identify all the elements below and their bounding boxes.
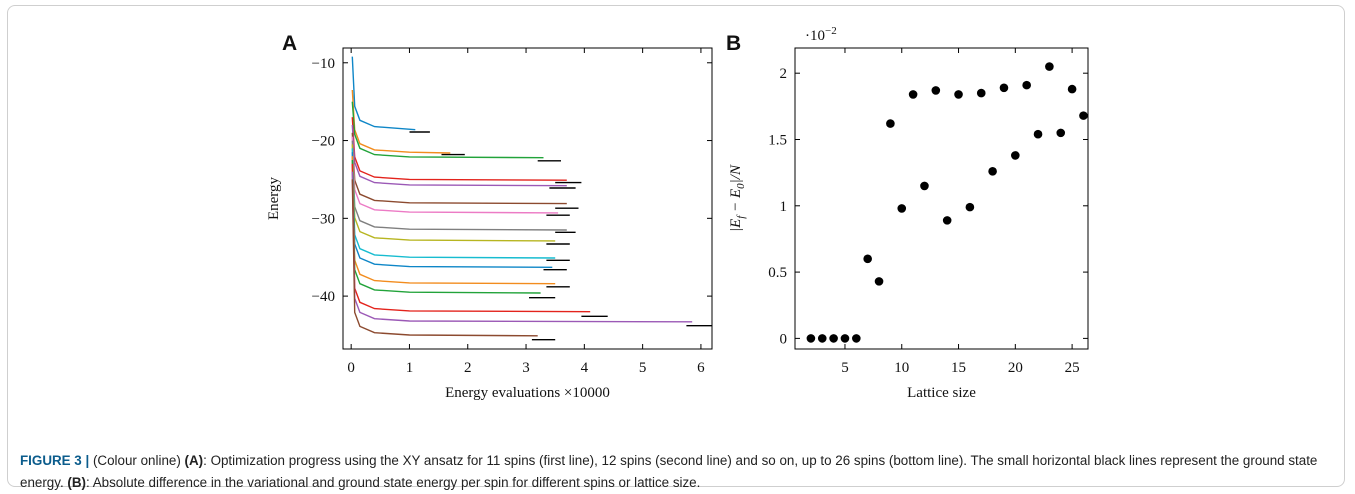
point	[1033, 129, 1043, 139]
y-axis-label-part: 0	[735, 183, 747, 189]
y-tick-label: 1.5	[768, 132, 787, 148]
point	[806, 334, 816, 343]
series-line	[351, 56, 416, 131]
y-axis-label: |Ef − E0|/N	[728, 164, 747, 232]
y-tick-label: −40	[312, 289, 335, 305]
point	[863, 254, 872, 264]
panel-label: B	[726, 32, 741, 55]
y-multiplier-exponent: −2	[825, 25, 837, 37]
point	[897, 204, 907, 213]
series-line	[351, 101, 544, 159]
series-line	[351, 171, 693, 323]
point	[954, 90, 963, 99]
caption-label: (B)	[67, 475, 86, 490]
point	[999, 83, 1009, 93]
point	[976, 88, 986, 98]
x-tick-label: 0	[347, 360, 355, 376]
point	[852, 334, 861, 343]
x-axis-label: Energy evaluations ×10000	[445, 385, 610, 401]
series-line	[351, 132, 567, 205]
y-tick-label: 2	[780, 66, 788, 82]
point	[965, 202, 975, 212]
y-axis-label-part: |E	[728, 219, 744, 232]
caption-text: : Optimization progress using the XY ans…	[20, 453, 1318, 490]
x-tick-label: 3	[522, 360, 530, 376]
caption: FIGURE 3 | (Colour online) (A): Optimiza…	[20, 450, 1345, 494]
y-tick-label: 1	[780, 199, 788, 215]
point	[840, 334, 850, 343]
caption-figure: FIGURE 3 |	[20, 453, 90, 468]
y-tick-label: 0	[780, 331, 788, 347]
plot-frame	[794, 47, 1089, 350]
point	[1011, 151, 1020, 160]
x-axis-label: Lattice size	[907, 385, 976, 401]
y-tick-label: −10	[312, 56, 335, 72]
point	[1067, 84, 1077, 94]
point	[920, 181, 929, 191]
point	[886, 119, 895, 128]
point	[817, 334, 827, 343]
caption-text: : Absolute difference in the variational…	[86, 475, 701, 490]
point	[1079, 111, 1088, 120]
caption-text: (Colour online)	[92, 453, 181, 468]
point	[1056, 128, 1066, 138]
caption-label: (A)	[184, 453, 204, 468]
point	[874, 277, 884, 286]
y-axis-label-part: − E	[728, 189, 744, 216]
series-line	[351, 117, 567, 181]
series-line	[351, 144, 556, 242]
series-line	[351, 89, 451, 154]
frame	[7, 5, 1345, 487]
x-tick-label: 5	[639, 360, 647, 376]
y-axis-label: Energy	[266, 176, 282, 220]
point	[1045, 62, 1054, 71]
series-line	[351, 179, 538, 337]
y-axis-label-part: f	[735, 214, 747, 219]
point	[942, 216, 952, 225]
point	[908, 90, 918, 99]
plot-frame	[342, 47, 713, 350]
point	[988, 167, 997, 176]
point	[829, 334, 838, 343]
x-tick-label: 15	[951, 360, 966, 376]
x-tick-label: 4	[581, 360, 589, 376]
y-axis-label-part: |/N	[728, 164, 744, 183]
x-tick-label: 6	[697, 360, 705, 376]
y-multiplier: ·10−2	[805, 25, 837, 44]
x-tick-label: 2	[464, 360, 472, 376]
y-tick-label: −20	[312, 134, 335, 150]
point	[931, 86, 941, 95]
plot-lines	[351, 56, 712, 341]
point	[1022, 80, 1031, 90]
panel-label: A	[282, 32, 297, 55]
x-tick-label: 25	[1065, 360, 1080, 376]
y-tick-label: 0.5	[768, 265, 787, 281]
series-line	[351, 124, 567, 187]
x-tick-label: 10	[894, 360, 909, 376]
x-tick-label: 5	[841, 360, 849, 376]
x-tick-label: 1	[406, 360, 414, 376]
y-multiplier-base: ·10	[805, 28, 825, 44]
x-tick-label: 20	[1008, 360, 1023, 376]
y-tick-label: −30	[312, 211, 335, 227]
